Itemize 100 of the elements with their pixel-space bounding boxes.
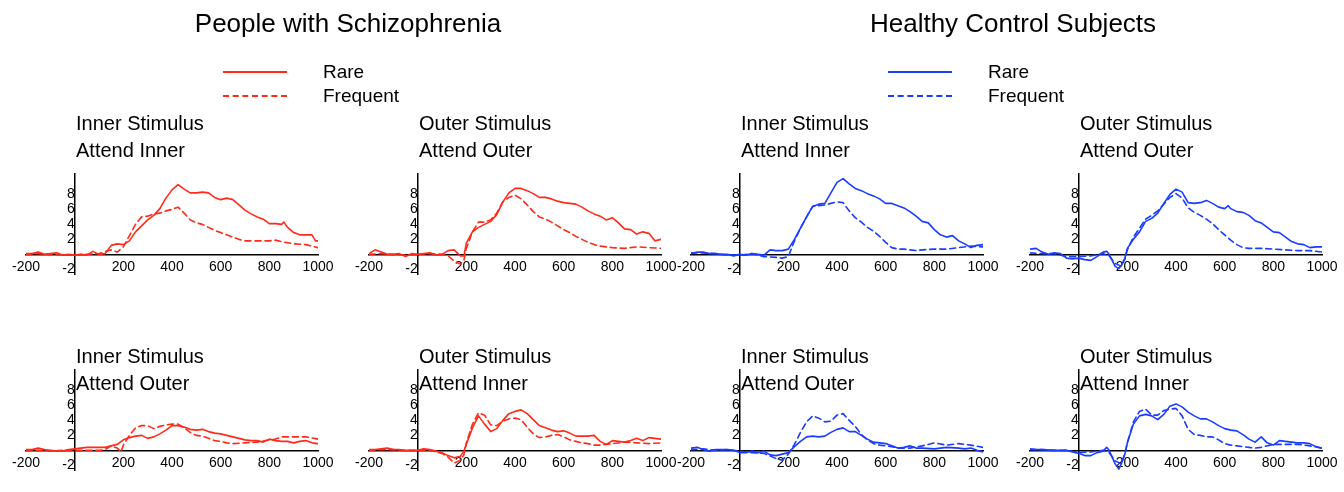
y-tick-label: 4 [409,411,418,428]
y-tick-label: 2 [731,230,740,247]
x-tick-label: -200 [676,453,706,470]
chart-subtitle: Outer Stimulus Attend Inner [1080,344,1213,396]
y-tick-label: 6 [731,200,740,217]
x-tick-label: 200 [111,257,136,274]
chart-title: Healthy Control Subjects [869,8,1157,39]
x-tick-label: 200 [454,257,479,274]
x-tick-label: 1000 [1306,257,1338,274]
x-tick-label: 600 [551,257,576,274]
y-tick-label: 6 [731,396,740,413]
y-tick-label: 4 [1070,411,1079,428]
x-tick-label: 1000 [302,257,334,274]
y-tick-label: 6 [1070,396,1079,413]
x-tick-label: -200 [1015,257,1045,274]
y-tick-label: 2 [66,230,75,247]
y-tick-label: 4 [1070,215,1079,232]
y-tick-label: 2 [731,426,740,443]
y-tick-label: 4 [409,215,418,232]
x-tick-label: -200 [354,453,384,470]
y-tick-label: 6 [409,396,418,413]
y-tick-label: 2 [1070,230,1079,247]
y-tick-label: 4 [66,215,75,232]
x-tick-label: 1000 [1306,453,1338,470]
y-tick-label: 6 [66,396,75,413]
legend-label: Rare [988,61,1030,83]
x-tick-label: 800 [1261,453,1286,470]
y-tick-label: -2 [405,456,418,473]
chart-subtitle: Inner Stimulus Attend Inner [76,111,204,163]
x-tick-label: -200 [676,257,706,274]
y-tick-label: 8 [409,381,418,398]
x-tick-label: 400 [1164,257,1188,274]
y-tick-label: 8 [1070,185,1079,202]
x-tick-label: 600 [1212,453,1237,470]
y-tick-label: 4 [731,411,740,428]
x-tick-label: 600 [208,453,233,470]
y-tick-label: 6 [66,200,75,217]
y-tick-label: 6 [1070,200,1079,217]
x-tick-label: 800 [600,453,625,470]
legend-label: Frequent [988,85,1065,107]
x-tick-label: 800 [1261,257,1286,274]
chart-subtitle: Inner Stimulus Attend Inner [741,111,869,163]
x-tick-label: 800 [600,257,625,274]
x-tick-label: 200 [454,453,479,470]
x-tick-label: 200 [776,257,801,274]
y-tick-label: 6 [409,200,418,217]
x-tick-label: 1000 [645,257,677,274]
chart-subtitle: Inner Stimulus Attend Outer [741,344,869,396]
y-tick-label: -2 [727,260,740,277]
x-tick-label: -200 [11,257,41,274]
y-tick-label: -2 [62,456,75,473]
legend-label: Rare [323,61,365,83]
y-tick-label: -2 [1066,456,1079,473]
x-tick-label: 1000 [967,257,999,274]
y-tick-label: 8 [66,381,75,398]
y-tick-label: 8 [66,185,75,202]
y-tick-label: 2 [409,230,418,247]
x-tick-label: 400 [160,257,184,274]
y-tick-label: -2 [1066,260,1079,277]
x-tick-label: 600 [208,257,233,274]
x-tick-label: 600 [1212,257,1237,274]
y-tick-label: 2 [1070,426,1079,443]
x-tick-label: 600 [551,453,576,470]
x-tick-label: 400 [160,453,184,470]
y-tick-label: -2 [405,260,418,277]
x-tick-label: 800 [922,257,947,274]
legend-label: Frequent [323,85,400,107]
x-tick-label: 400 [1164,453,1188,470]
y-tick-label: 8 [409,185,418,202]
y-tick-label: 2 [409,426,418,443]
y-tick-label: 4 [731,215,740,232]
x-tick-label: 1000 [645,453,677,470]
x-tick-label: 200 [776,453,801,470]
y-tick-label: -2 [62,260,75,277]
y-tick-label: 8 [731,185,740,202]
y-tick-label: 8 [1070,381,1079,398]
x-tick-label: 400 [503,257,527,274]
x-tick-label: 400 [825,257,849,274]
chart-subtitle: Inner Stimulus Attend Outer [76,344,204,396]
x-tick-label: 1000 [302,453,334,470]
chart-subtitle: Outer Stimulus Attend Inner [419,344,552,396]
x-tick-label: 800 [257,257,282,274]
chart-subtitle: Outer Stimulus Attend Outer [419,111,552,163]
x-tick-label: 800 [922,453,947,470]
y-tick-label: 4 [66,411,75,428]
x-tick-label: 1000 [967,453,999,470]
x-tick-label: 400 [825,453,849,470]
x-tick-label: -200 [1015,453,1045,470]
x-tick-label: 200 [111,453,136,470]
x-tick-label: 800 [257,453,282,470]
chart-title: People with Schizophrenia [194,8,502,39]
chart-subtitle: Outer Stimulus Attend Outer [1080,111,1213,163]
x-tick-label: -200 [354,257,384,274]
x-tick-label: -200 [11,453,41,470]
y-tick-label: 2 [66,426,75,443]
x-tick-label: 400 [503,453,527,470]
x-tick-label: 600 [873,453,898,470]
y-tick-label: -2 [727,456,740,473]
x-tick-label: 600 [873,257,898,274]
y-tick-label: 8 [731,381,740,398]
